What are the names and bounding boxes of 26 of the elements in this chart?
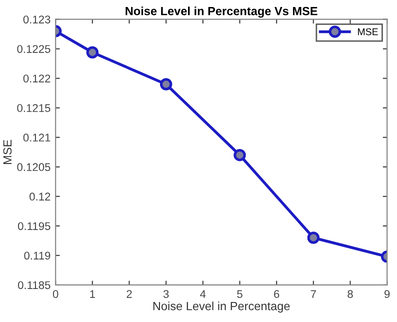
y-tick-label: 0.1225 (17, 45, 50, 53)
x-tick-label: 5 (237, 290, 242, 298)
x-axis-title: Noise Level in Percentage (153, 302, 290, 313)
x-tick-label: 4 (200, 290, 206, 298)
y-tick-label: 0.1185 (18, 281, 50, 290)
legend-label: MSE (358, 28, 378, 36)
y-axis-title: MSE (3, 140, 12, 164)
y-tick-label: 0.1205 (17, 163, 50, 172)
y-tick-label: 0.122 (23, 74, 50, 82)
x-tick-label: 0 (52, 290, 58, 298)
chart-title: Noise Level in Percentage Vs MSE (126, 6, 318, 18)
y-tick-label: 0.12 (30, 192, 50, 201)
point (160, 78, 172, 90)
y-tick-label: 0.1215 (17, 104, 50, 112)
point (234, 148, 246, 162)
x-tick-label: 7 (310, 290, 316, 298)
y-tick-label: 0.121 (23, 134, 50, 142)
x-tick-label: 3 (163, 290, 169, 298)
y-tick-label: 0.119 (24, 252, 50, 260)
x-tick-label: 1 (90, 290, 95, 298)
x-tick-label: 8 (348, 290, 353, 298)
x-tick-label: 9 (384, 290, 390, 298)
x-tick-label: 6 (274, 290, 280, 298)
y-tick-label: 0.123 (23, 16, 50, 24)
y-tick-label: 0.1195 (18, 222, 50, 230)
x-tick-label: 2 (126, 290, 132, 298)
